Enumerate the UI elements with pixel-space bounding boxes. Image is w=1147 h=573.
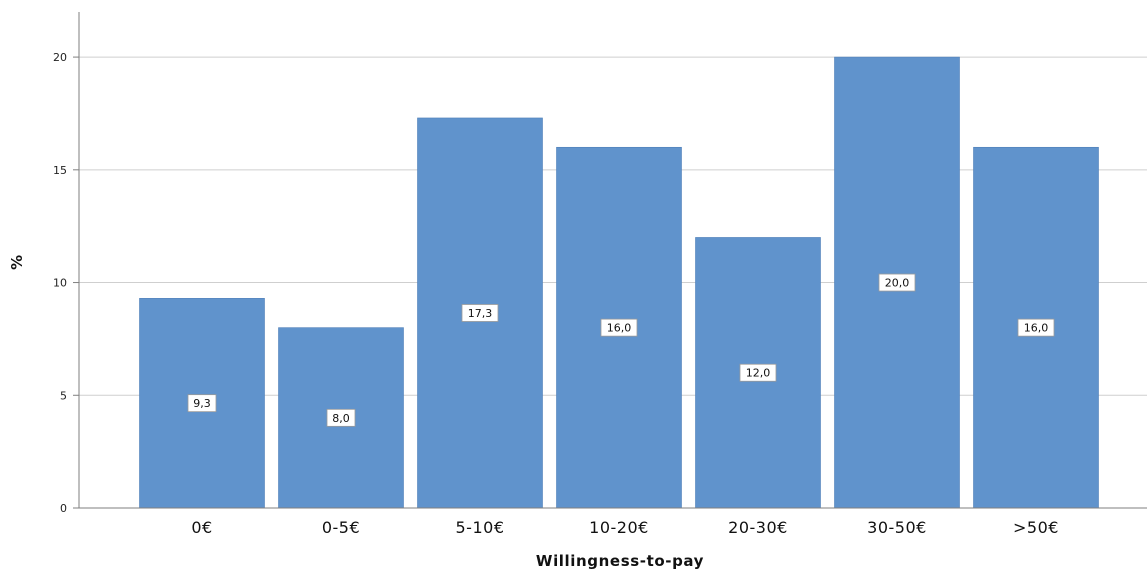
- y-tick-label: 20: [53, 51, 67, 64]
- x-tick-label: 0-5€: [322, 518, 360, 537]
- x-tick-label: 10-20€: [589, 518, 649, 537]
- y-tick-label: 15: [53, 164, 67, 177]
- data-label: 17,3: [468, 307, 493, 320]
- y-tick-label: 10: [53, 277, 67, 290]
- y-tick-label: 5: [60, 389, 67, 402]
- data-label-box: [326, 408, 356, 427]
- y-axis-title: %: [8, 254, 26, 270]
- data-label: 16,0: [607, 322, 632, 335]
- x-tick-label: 20-30€: [728, 518, 788, 537]
- data-label-box: [187, 394, 217, 413]
- x-tick-label: 0€: [191, 518, 212, 537]
- axes: [78, 12, 1147, 509]
- data-label-box: [461, 304, 499, 322]
- x-tick-label: 30-50€: [867, 518, 927, 537]
- data-labels: 9,3 8,0 17,3 16,0 12,0 20,0 16,0: [187, 273, 1055, 427]
- data-label-box: [878, 273, 916, 292]
- data-label: 16,0: [1024, 322, 1049, 335]
- data-label: 9,3: [193, 397, 211, 410]
- data-label: 8,0: [332, 412, 350, 425]
- y-tick-labels: 0 5 10 15 20: [53, 51, 79, 515]
- x-tick-label: >50€: [1013, 518, 1059, 537]
- data-label-box: [739, 363, 777, 382]
- data-label-box: [600, 318, 638, 337]
- x-tick-labels: 0€ 0-5€ 5-10€ 10-20€ 20-30€ 30-50€ >50€: [191, 518, 1059, 537]
- data-label-box: [1017, 318, 1055, 337]
- y-tick-label: 0: [60, 502, 67, 515]
- x-tick-label: 5-10€: [456, 518, 505, 537]
- data-label: 20,0: [885, 277, 910, 290]
- x-axis-title: Willingness-to-pay: [536, 552, 704, 570]
- data-label: 12,0: [746, 367, 771, 380]
